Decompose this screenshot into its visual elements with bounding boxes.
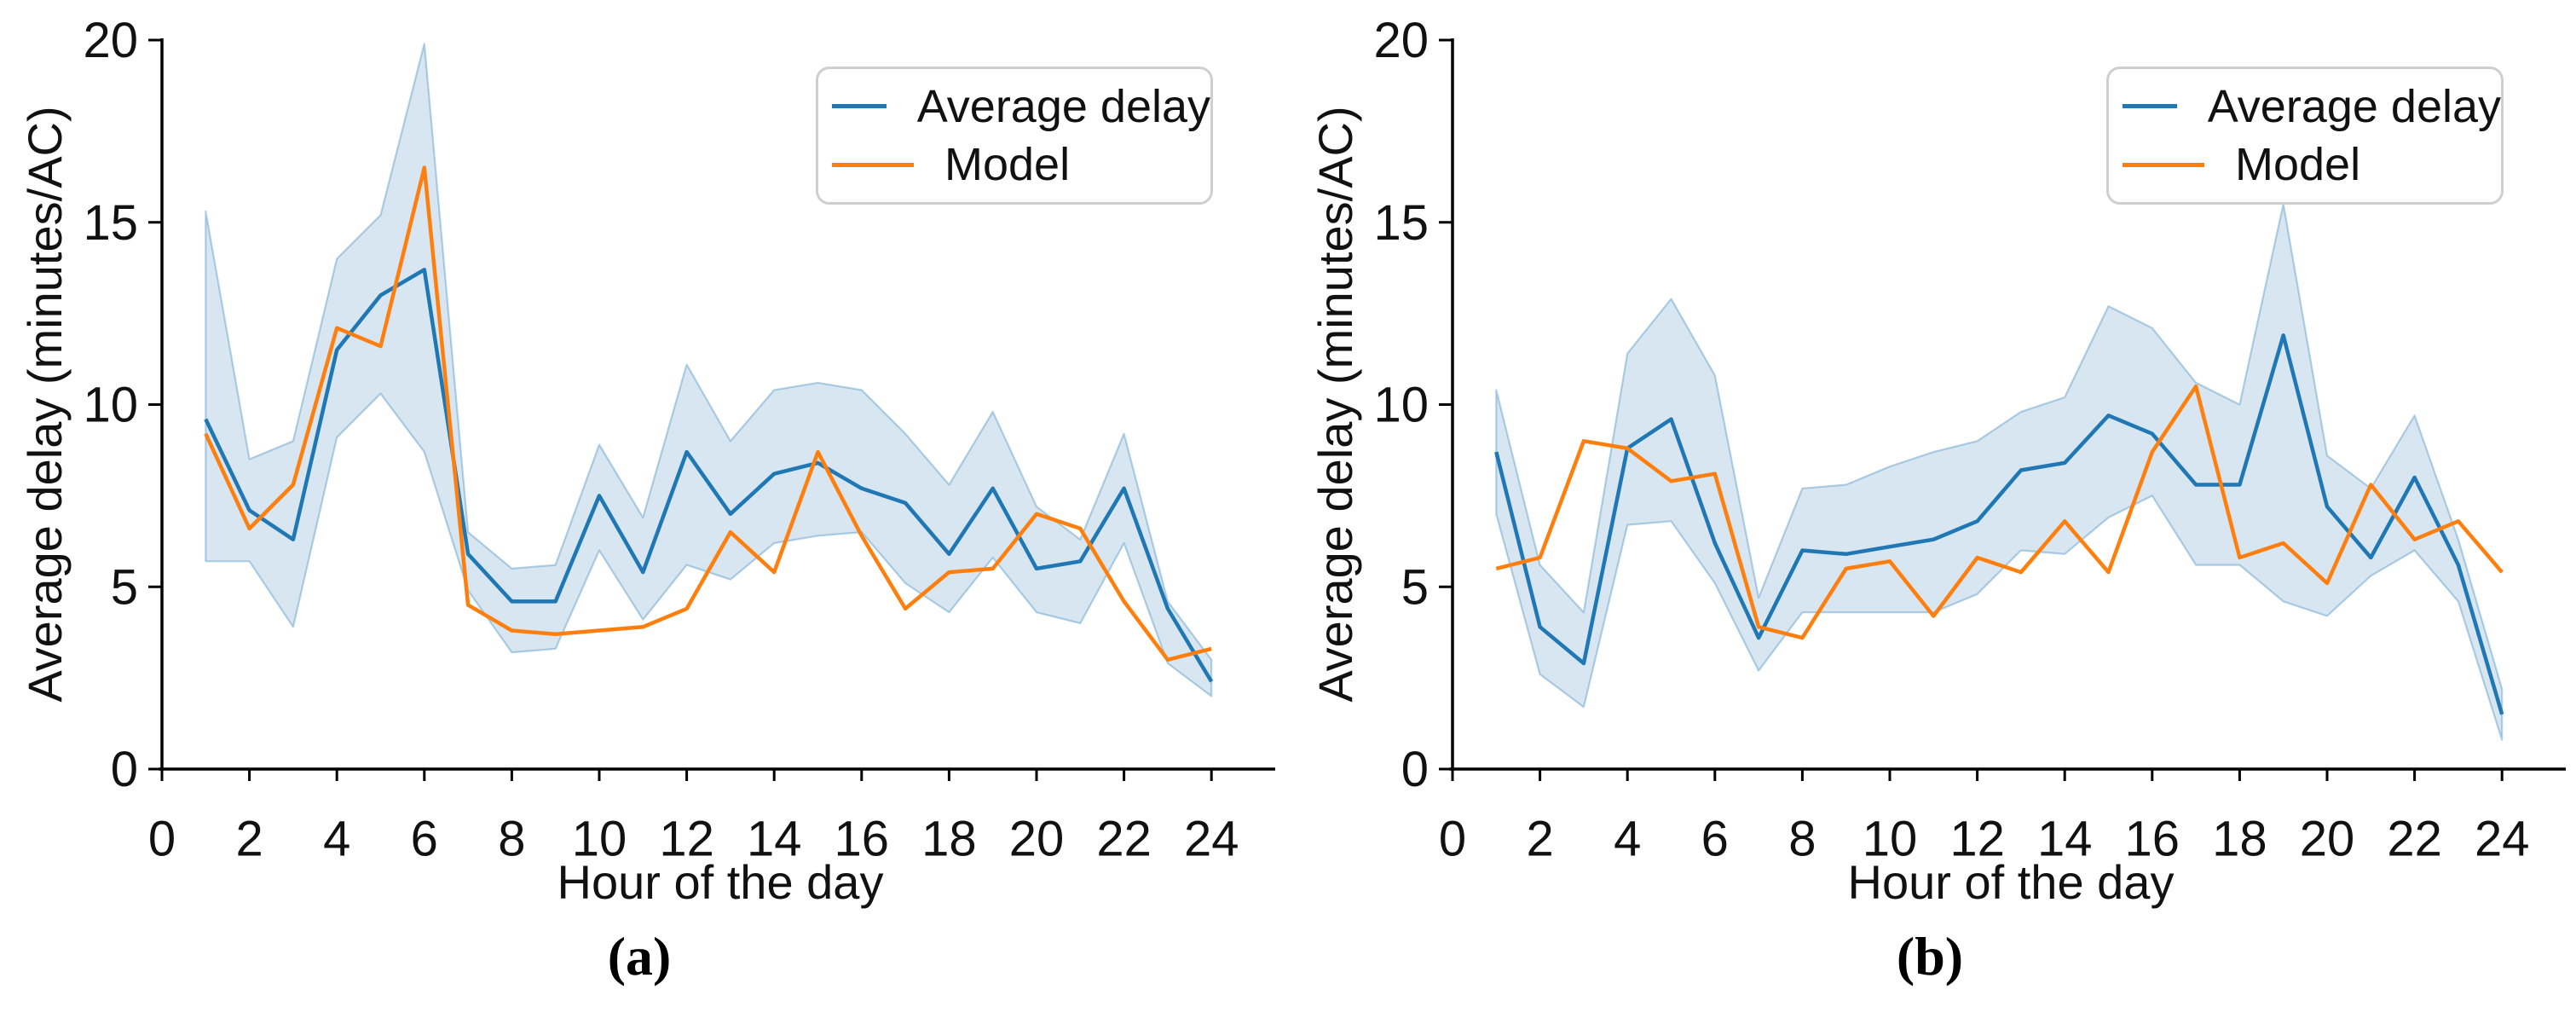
y-tick-label: 5 xyxy=(111,559,138,615)
x-tick-label: 18 xyxy=(921,812,977,867)
x-axis-label: Hour of the day xyxy=(557,855,884,909)
legend-label-average-delay: Average delay xyxy=(916,80,1210,132)
legend-box: Average delay Model xyxy=(2106,67,2504,205)
legend-line-sample-average-delay xyxy=(832,104,887,109)
x-tick-label: 12 xyxy=(659,812,714,867)
x-tick-label: 8 xyxy=(498,812,525,867)
x-tick-label: 12 xyxy=(1949,812,2005,867)
y-tick-label: 20 xyxy=(83,13,138,68)
x-tick-label: 2 xyxy=(1526,812,1553,867)
x-tick-label: 4 xyxy=(323,812,350,867)
legend-line-sample-model xyxy=(832,162,914,167)
x-tick-label: 14 xyxy=(747,812,802,867)
legend-entry-model: Model xyxy=(832,138,1210,191)
subfigure-caption-b: (b) xyxy=(1896,926,1964,986)
y-tick-label: 20 xyxy=(1373,13,1429,68)
x-tick-label: 4 xyxy=(1614,812,1641,867)
legend-line-sample-average-delay xyxy=(2123,104,2177,109)
series-line-average-delay xyxy=(204,268,1214,683)
y-tick-label: 15 xyxy=(83,195,138,251)
legend-label-model: Model xyxy=(2235,139,2361,191)
chart-b: 0 2 4 6 8 10 12 14 16 18 20 22 24 0 5 10 15 20 Average de… xyxy=(1291,0,2576,1024)
legend-entry-average-delay: Average delay xyxy=(832,80,1210,133)
x-tick-label: 24 xyxy=(2475,812,2530,867)
x-tick-label: 6 xyxy=(1701,812,1729,867)
y-tick-label: 5 xyxy=(1401,559,1429,615)
y-tick-label: 0 xyxy=(1401,742,1429,797)
series-line-average-delay xyxy=(1494,333,2504,715)
confidence-band xyxy=(1495,203,2504,741)
x-tick-label: 8 xyxy=(1788,812,1816,867)
chart-a: 0 2 4 6 8 10 12 14 16 18 20 22 24 0 5 10 15 20 Average de… xyxy=(18,13,1275,986)
x-tick-label: 24 xyxy=(1184,812,1239,867)
x-tick-label: 2 xyxy=(235,812,263,867)
y-tick-label: 10 xyxy=(1373,378,1429,433)
y-tick-label: 15 xyxy=(1373,195,1429,251)
x-axis-label: Hour of the day xyxy=(1847,855,2175,909)
legend-line-sample-model xyxy=(2123,162,2204,167)
y-axis-label: Average delay (minutes/AC) xyxy=(1308,106,1362,703)
x-tick-label: 6 xyxy=(411,812,438,867)
x-tick-label: 18 xyxy=(2212,812,2267,867)
x-tick-label: 10 xyxy=(572,812,627,867)
x-tick-label: 16 xyxy=(2125,812,2180,867)
x-tick-label: 22 xyxy=(1096,812,1152,867)
x-tick-label: 20 xyxy=(2300,812,2355,867)
x-tick-label: 0 xyxy=(1439,812,1466,867)
subfigure-caption-a: (a) xyxy=(607,926,672,986)
x-tick-label: 16 xyxy=(835,812,890,867)
y-tick-label: 0 xyxy=(111,742,138,797)
legend-box: Average delay Model xyxy=(816,67,1213,205)
confidence-band xyxy=(205,43,1213,697)
legend-entry-model: Model xyxy=(2123,138,2501,191)
x-tick-label: 10 xyxy=(1863,812,1918,867)
x-tick-label: 14 xyxy=(2037,812,2093,867)
x-tick-label: 22 xyxy=(2387,812,2442,867)
legend-label-average-delay: Average delay xyxy=(2207,80,2501,132)
y-tick-label: 10 xyxy=(83,378,138,433)
legend-label-model: Model xyxy=(944,139,1071,191)
series-line-model xyxy=(204,165,1212,662)
series-line-model xyxy=(1495,384,2504,640)
x-tick-label: 0 xyxy=(148,812,176,867)
x-tick-label: 20 xyxy=(1009,812,1065,867)
y-axis-label: Average delay (minutes/AC) xyxy=(18,106,72,703)
legend-entry-average-delay: Average delay xyxy=(2123,80,2501,133)
